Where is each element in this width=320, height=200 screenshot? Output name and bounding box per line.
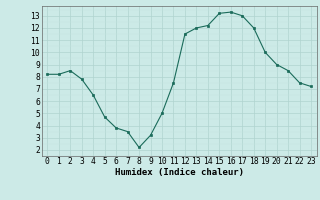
X-axis label: Humidex (Indice chaleur): Humidex (Indice chaleur): [115, 168, 244, 177]
